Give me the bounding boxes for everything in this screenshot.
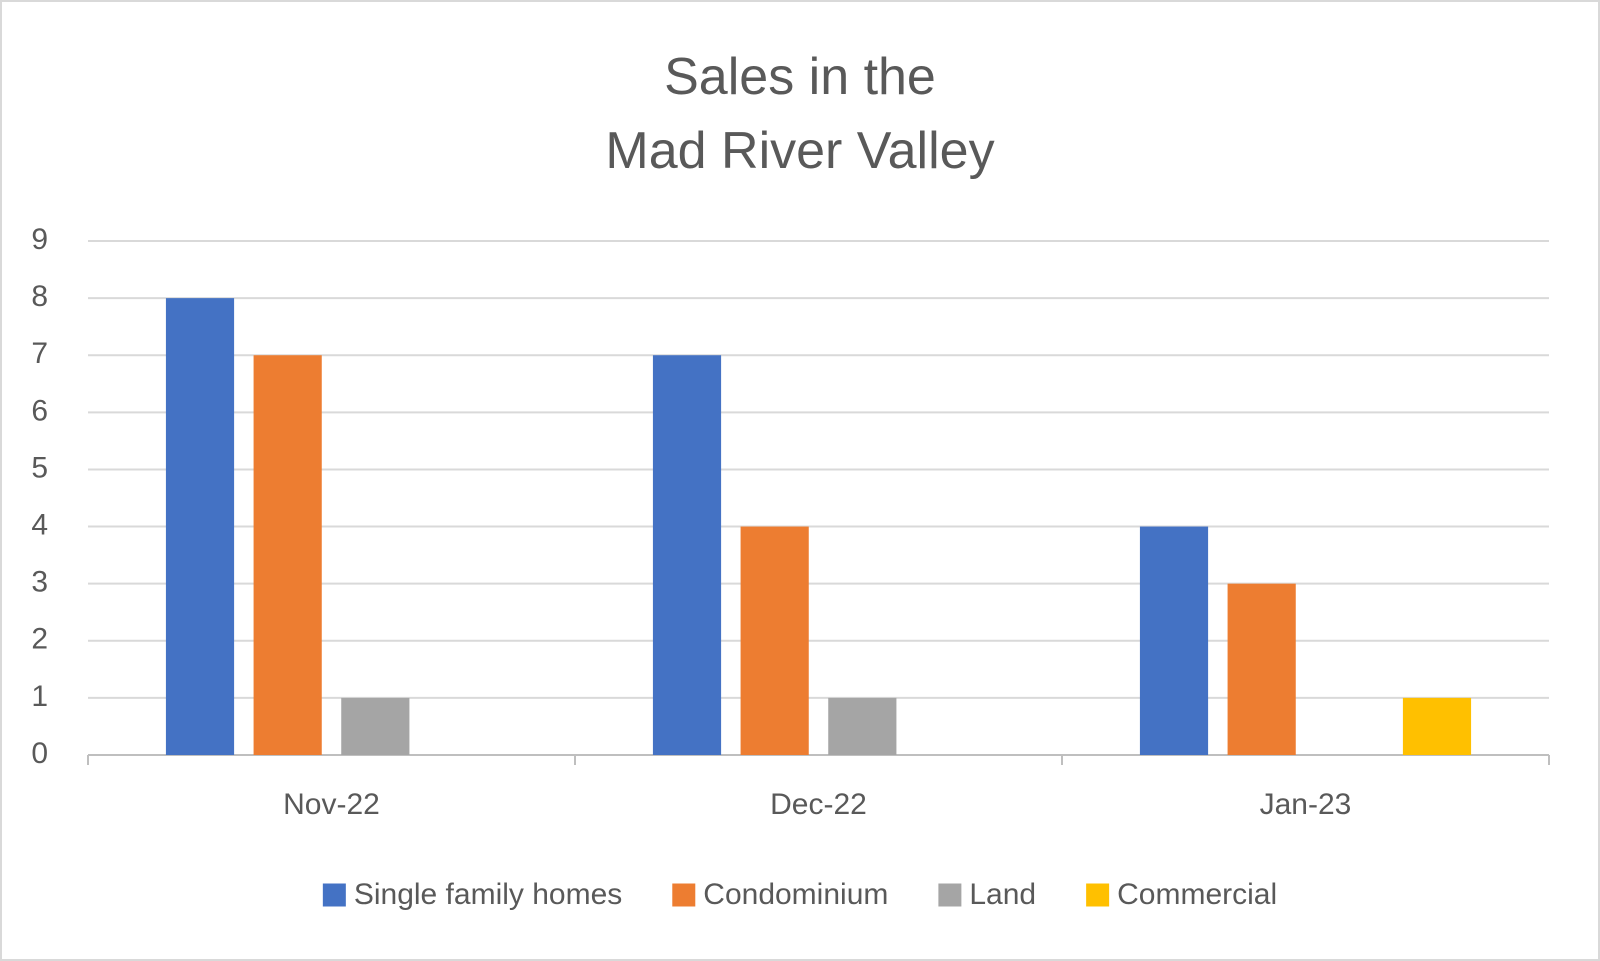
y-tick-label: 1 [31,680,48,713]
x-tick-label: Jan-23 [1260,788,1352,821]
legend-swatch [938,883,962,907]
bar [165,298,235,755]
legend-swatch [322,883,346,907]
y-tick-label: 0 [31,737,48,770]
legend-label: Commercial [1117,878,1277,911]
legend-swatch [1086,883,1110,907]
x-tick-label: Nov-22 [283,788,380,821]
legend-swatch [672,883,696,907]
x-tick-label: Dec-22 [770,788,867,821]
bar [341,697,410,755]
legend-label: Land [969,878,1036,911]
bar [253,355,322,755]
y-tick-label: 7 [31,337,48,370]
y-tick-label: 3 [31,566,48,599]
bar [1227,583,1296,755]
bar [652,355,722,755]
legend-label: Single family homes [354,878,622,911]
bar [740,526,809,755]
bar [828,697,897,755]
y-tick-label: 2 [31,623,48,656]
bar [1139,526,1209,755]
y-tick-label: 5 [31,451,48,484]
legend-label: Condominium [703,878,888,911]
chart-title: Sales in the Mad River Valley [605,48,995,180]
y-tick-label: 8 [31,280,48,313]
y-tick-label: 4 [31,508,48,541]
y-tick-label: 9 [31,223,48,256]
bar [1402,697,1472,755]
y-tick-label: 6 [31,394,48,427]
